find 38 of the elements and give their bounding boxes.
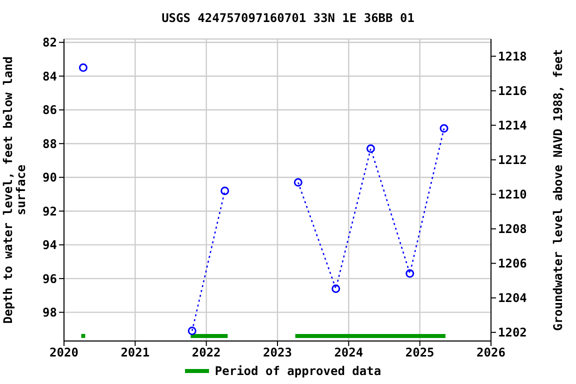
y2-tick-label: 1218 (498, 50, 527, 64)
y-tick-label: 94 (42, 238, 57, 252)
y-tick-label: 82 (42, 36, 57, 50)
point (188, 326, 196, 336)
y2-axis-title: Groundwater level above NAVD 1988, feet (551, 49, 565, 331)
y2-tick-label: 1202 (498, 326, 527, 340)
y-tick-label: 84 (42, 69, 57, 84)
legend-label: Period of approved data (214, 364, 382, 378)
x-tick-label: 2021 (120, 346, 150, 360)
y2-tick-label: 1212 (498, 153, 527, 168)
point (78, 63, 88, 72)
point (294, 178, 302, 187)
y2-tick-label: 1208 (498, 222, 527, 236)
x-tick-label: 2025 (405, 346, 434, 360)
y2-tick-label: 1204 (498, 291, 527, 306)
x-tick-label: 2022 (192, 346, 221, 360)
x-tick-label: 2023 (263, 346, 292, 360)
y-tick-label: 92 (42, 204, 57, 218)
point (332, 284, 340, 293)
y-tick-label: 96 (42, 272, 57, 286)
x-tick-label: 2026 (476, 346, 506, 360)
y2-tick-label: 1210 (498, 188, 527, 202)
y2-tick-label: 1216 (498, 84, 527, 98)
y-tick-label: 86 (42, 103, 57, 118)
y2-tick-label: 1206 (498, 256, 527, 271)
x-tick-label: 2020 (50, 346, 78, 360)
point (366, 144, 375, 153)
x-tick-label: 2024 (334, 346, 364, 360)
y2-tick-label: 1214 (498, 118, 527, 133)
point (220, 186, 230, 196)
point (81, 334, 86, 338)
y-axis-title: Depth to water level, feet below land surface (1, 56, 28, 324)
y-tick-label: 98 (42, 306, 57, 320)
y-tick-label: 90 (42, 170, 57, 185)
point (406, 269, 414, 278)
chart-title: USGS 424757097160701 33N 1E 36BB 01 (160, 11, 416, 25)
point (440, 124, 448, 133)
y-tick-label: 88 (42, 136, 57, 151)
